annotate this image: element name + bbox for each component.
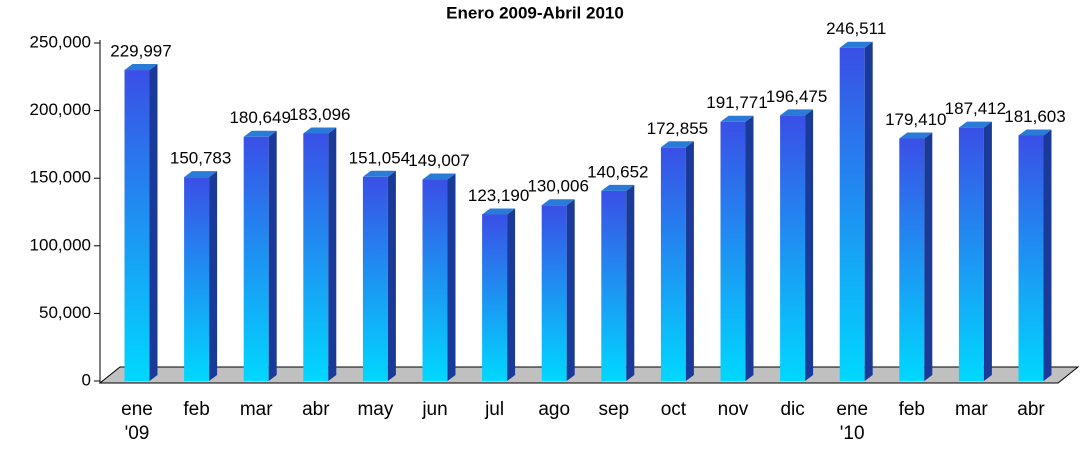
bar-side — [983, 121, 992, 382]
bar-top — [184, 171, 218, 178]
bar — [1018, 135, 1044, 381]
floor — [98, 366, 1080, 384]
y-tick-label: 50,000 — [39, 303, 91, 322]
bar-side — [864, 41, 873, 381]
value-label: 140,652 — [587, 162, 648, 181]
bar — [541, 205, 567, 381]
bar-side — [209, 171, 218, 381]
bar-side — [685, 141, 694, 381]
bar-top — [303, 127, 337, 134]
bar-top — [1018, 129, 1052, 136]
bar — [899, 138, 925, 381]
x-tick-label: oct — [660, 399, 687, 420]
bar-top — [541, 199, 575, 206]
x-tick-label: feb — [898, 399, 925, 420]
bar-top — [780, 109, 814, 116]
bar-top — [720, 115, 754, 122]
bar — [303, 133, 329, 381]
bar-side — [268, 130, 277, 381]
y-tick-label: 250,000 — [30, 32, 91, 51]
y-tick-label: 150,000 — [30, 168, 91, 187]
bar-top — [482, 208, 516, 215]
value-label: 187,412 — [945, 99, 1006, 118]
value-label: 123,190 — [468, 186, 529, 205]
bar-side — [447, 173, 456, 381]
bar — [362, 176, 388, 381]
x-tick-label: jun — [422, 399, 448, 420]
value-label: 172,855 — [647, 119, 708, 138]
bar-top — [601, 184, 635, 191]
bar-side — [328, 127, 337, 381]
value-label: 179,410 — [885, 110, 946, 129]
bar-top — [899, 132, 933, 139]
bar-top — [958, 121, 992, 128]
bar-top — [839, 41, 873, 48]
bar — [601, 190, 627, 381]
value-label: 196,475 — [766, 87, 827, 106]
x-tick-label: nov — [717, 399, 749, 420]
bar — [124, 70, 150, 381]
value-label: 150,783 — [170, 149, 231, 168]
bar-side — [626, 184, 635, 381]
bar-side — [507, 208, 516, 381]
x-tick-label: dic — [780, 399, 805, 420]
x-tick-label: ene '10 — [836, 399, 869, 444]
x-tick-label: abr — [302, 399, 330, 420]
bar-top — [243, 130, 277, 137]
bar — [839, 47, 865, 381]
chart-title: Enero 2009-Abril 2010 — [446, 3, 624, 22]
value-label: 180,649 — [229, 108, 290, 127]
bar-side — [149, 64, 158, 381]
bar-top — [362, 170, 396, 177]
x-tick-label: mar — [955, 399, 988, 420]
bar-side — [387, 170, 396, 381]
value-label: 181,603 — [1004, 107, 1065, 126]
y-tick-label: 100,000 — [30, 235, 91, 254]
x-tick-label: ene '09 — [121, 399, 153, 444]
value-label: 151,054 — [349, 148, 410, 167]
bar — [184, 177, 210, 381]
value-label: 191,771 — [706, 93, 767, 112]
bar — [958, 127, 984, 381]
value-label: 130,006 — [527, 177, 588, 196]
bar — [780, 115, 806, 382]
bar-top — [422, 173, 456, 180]
bar-side — [745, 115, 754, 381]
value-label: 246,511 — [826, 19, 886, 38]
bar — [243, 136, 269, 381]
bar — [482, 214, 508, 381]
bar — [660, 147, 686, 381]
x-tick-label: ago — [538, 399, 571, 420]
bar — [422, 179, 448, 381]
x-tick-label: sep — [598, 399, 630, 420]
x-tick-label: abr — [1017, 399, 1045, 420]
value-label: 229,997 — [110, 42, 171, 61]
bar-top — [124, 64, 158, 71]
bar-side — [566, 199, 575, 381]
bar — [720, 121, 746, 381]
x-tick-label: jul — [485, 399, 505, 420]
bar-side — [805, 109, 814, 382]
y-tick-label: 200,000 — [30, 100, 91, 119]
x-tick-label: feb — [183, 399, 210, 420]
bar-side — [1043, 129, 1052, 381]
y-tick-label: 0 — [82, 370, 91, 389]
value-label: 183,096 — [289, 105, 350, 124]
bar-side — [924, 132, 933, 381]
value-label: 149,007 — [408, 151, 469, 170]
x-tick-label: mar — [239, 399, 273, 420]
bar-top — [660, 141, 694, 148]
x-tick-label: may — [357, 399, 394, 420]
